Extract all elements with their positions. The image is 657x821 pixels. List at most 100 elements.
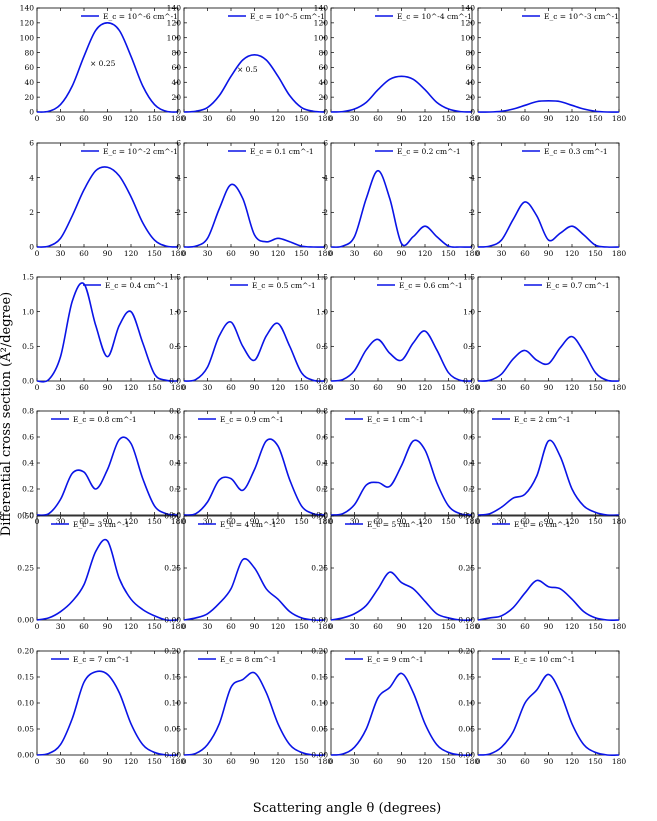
y-tick-label: 6: [323, 139, 328, 148]
x-tick-label: 60: [79, 249, 89, 258]
y-tick-label: 0.4: [316, 459, 328, 468]
y-tick-label: 1.5: [463, 273, 475, 282]
legend-label: E_c = 9 cm^-1: [367, 655, 424, 664]
x-tick-label: 120: [124, 383, 139, 392]
x-tick-label: 150: [147, 622, 162, 631]
x-tick-label: 180: [171, 622, 186, 631]
x-tick-label: 180: [318, 383, 333, 392]
x-tick-label: 120: [124, 622, 139, 631]
x-tick-label: 180: [465, 757, 480, 766]
y-tick-label: 0.4: [463, 459, 475, 468]
series-line: [36, 538, 179, 622]
x-tick-label: 30: [56, 622, 66, 631]
y-tick-label: 0.8: [463, 407, 475, 416]
y-tick-label: 6: [29, 139, 34, 148]
x-tick-label: 90: [544, 114, 554, 123]
panel-frame: [183, 276, 326, 382]
legend-label: E_c = 10^-6 cm^-1: [103, 12, 178, 21]
x-tick-label: 180: [171, 114, 186, 123]
y-tick-label: 100: [167, 33, 182, 42]
x-tick-label: 180: [171, 757, 186, 766]
panel: 0 30 60 90 120 150 1800.000.050.100.150.20E_c …: [164, 647, 332, 766]
x-tick-label: 90: [103, 383, 113, 392]
y-tick-label: 0.25: [17, 564, 34, 573]
x-tick-label: 120: [565, 249, 580, 258]
panel-frame: [36, 515, 179, 621]
x-tick-label: 120: [565, 517, 580, 526]
panel: 0 30 60 90 120 150 180 0 2 4 6 E_c = 0.3 cm^-1: [470, 139, 626, 258]
x-tick-label: 120: [271, 517, 286, 526]
y-tick-label: 20: [24, 93, 34, 102]
y-tick-label: 0.50: [17, 512, 34, 521]
y-tick-label: 0.6: [463, 433, 475, 442]
y-tick-label: 0: [176, 108, 181, 117]
y-tick-label: 0.15: [458, 673, 475, 682]
x-tick-label: 0: [329, 757, 334, 766]
panel-frame: [183, 410, 326, 516]
y-tick-label: 0.2: [22, 485, 34, 494]
x-tick-label: 150: [294, 249, 309, 258]
y-tick-label: 0.05: [311, 725, 328, 734]
x-tick-label: 30: [350, 622, 360, 631]
y-tick-label: 60: [318, 63, 328, 72]
panel-frame: [330, 410, 473, 516]
legend-label: E_c = 0.3 cm^-1: [544, 147, 608, 156]
x-tick-label: 150: [588, 517, 603, 526]
x-tick-label: 120: [418, 757, 433, 766]
y-tick-label: 140: [20, 4, 35, 13]
x-tick-label: 120: [271, 757, 286, 766]
x-tick-label: 150: [588, 114, 603, 123]
y-tick-label: 6: [470, 139, 475, 148]
x-axis-label: Scattering angle θ (degrees): [253, 801, 441, 816]
legend-label: E_c = 1 cm^-1: [367, 415, 424, 424]
x-tick-label: 0: [329, 622, 334, 631]
series-line: [477, 201, 620, 248]
y-tick-label: 0.00: [311, 751, 328, 760]
x-tick-label: 90: [250, 383, 260, 392]
y-tick-label: 0.05: [458, 725, 475, 734]
x-tick-label: 120: [124, 757, 139, 766]
series-line: [330, 672, 473, 756]
x-tick-label: 60: [226, 622, 236, 631]
y-tick-label: 120: [314, 19, 329, 28]
y-tick-label: 0.00: [458, 751, 475, 760]
x-tick-label: 0: [329, 249, 334, 258]
x-tick-label: 150: [147, 249, 162, 258]
y-tick-label: 0: [176, 243, 181, 252]
y-tick-label: 40: [24, 78, 34, 87]
x-tick-label: 180: [612, 757, 627, 766]
series-line: [36, 22, 179, 113]
x-tick-label: 30: [350, 757, 360, 766]
legend-label: E_c = 0.2 cm^-1: [397, 147, 461, 156]
x-tick-label: 60: [373, 517, 383, 526]
y-tick-label: 20: [171, 93, 181, 102]
y-tick-label: 0.50: [311, 512, 328, 521]
x-tick-label: 90: [103, 622, 113, 631]
x-tick-label: 120: [418, 517, 433, 526]
x-tick-label: 60: [226, 757, 236, 766]
x-tick-label: 150: [294, 517, 309, 526]
x-tick-label: 90: [397, 383, 407, 392]
x-tick-label: 120: [565, 383, 580, 392]
x-tick-label: 0: [35, 383, 40, 392]
x-tick-label: 60: [226, 517, 236, 526]
series-line: [183, 54, 326, 113]
x-tick-label: 0: [476, 383, 481, 392]
series-line: [36, 670, 179, 756]
x-tick-label: 180: [318, 114, 333, 123]
panel-frame: [36, 142, 179, 248]
series-line: [330, 169, 473, 248]
x-tick-label: 150: [294, 114, 309, 123]
y-tick-label: 0.10: [458, 699, 475, 708]
panel-frame: [477, 7, 620, 113]
y-tick-label: 40: [318, 78, 328, 87]
y-tick-label: 20: [465, 93, 475, 102]
y-tick-label: 0.10: [17, 699, 34, 708]
